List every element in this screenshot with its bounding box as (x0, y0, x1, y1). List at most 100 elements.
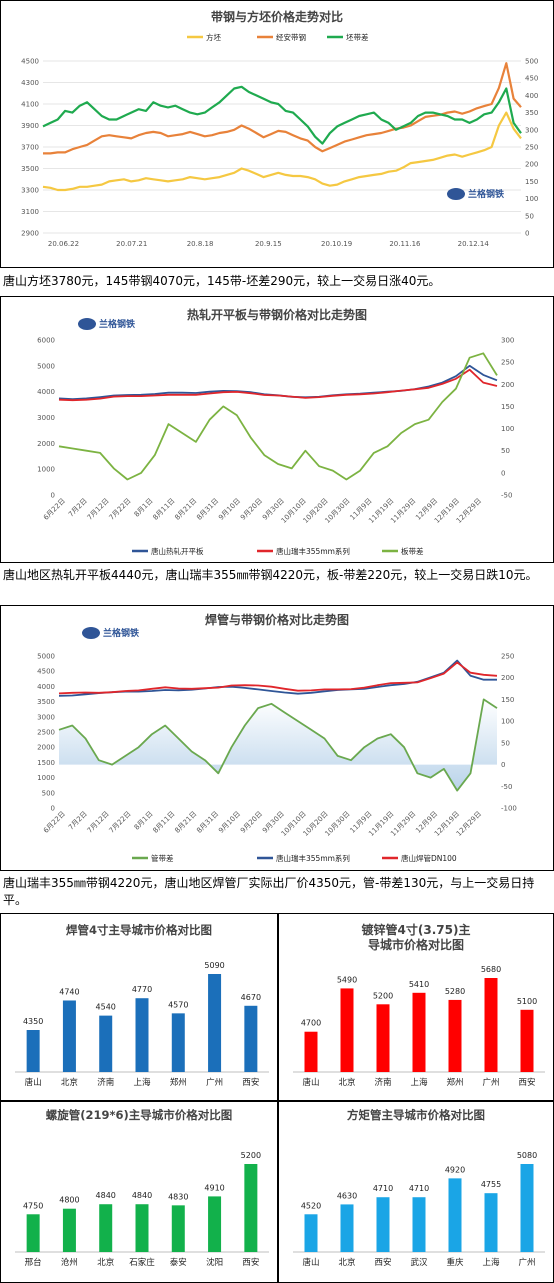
x-tick-label: 8月21日 (173, 497, 198, 522)
bar-value-label: 5080 (517, 1151, 537, 1160)
bar-chart-spiral: 螺旋管(219*6)主导城市价格对比图 4750 邢台 4800 沧州 4840 北京 484… (15, 1108, 269, 1268)
bar-value-label: 4910 (204, 1183, 224, 1192)
y-right-tick-label: 200 (501, 381, 514, 389)
x-tick-label: 7月12日 (86, 810, 111, 835)
legend-label: 唐山瑞丰355mm系列 (276, 853, 350, 863)
bar-panel-welded-4in: 焊管4寸主导城市价格对比图 4350 唐山 4740 北京 4540 济南 4770 上海 457… (0, 913, 278, 1101)
x-tick-label: 7月22日 (108, 497, 133, 522)
bar (376, 1197, 390, 1252)
y-right-tick-label: 300 (501, 337, 514, 345)
bar (484, 978, 498, 1072)
bar-panel-galvanized-4in: 镀锌管4寸(3.75)主导城市价格对比图 4700 唐山 5490 北京 5200 济南 54… (278, 913, 554, 1101)
y-right-tick-label: 200 (525, 161, 538, 169)
bar (208, 1196, 222, 1252)
logo-icon (447, 188, 465, 200)
bar-chart-square: 方矩管主导城市价格对比图 4520 唐山 4630 北京 4710 西安 4710 武汉 4920… (293, 1108, 545, 1268)
bar (171, 1013, 185, 1072)
y-right-tick-label: 300 (525, 126, 538, 134)
bar (340, 1204, 354, 1252)
y-left-tick-label: 6000 (37, 337, 55, 345)
y-left-tick-label: 1500 (37, 759, 55, 767)
bar-value-label: 5410 (409, 980, 429, 989)
bar-value-label: 5490 (337, 975, 357, 984)
category-label: 北京 (61, 1077, 78, 1088)
bar-value-label: 4670 (241, 993, 261, 1002)
chart-panel-strip-billet: 带钢与方坯价格走势对比 2900 3100 3300 3500 3700 3900 4100 4… (0, 0, 554, 268)
chart-title: 焊管4寸主导城市价格对比图 (66, 923, 212, 937)
bar (244, 1164, 258, 1252)
y-right-tick-label: 350 (525, 109, 538, 117)
y-right-tick-label: 150 (501, 403, 514, 411)
y-right-tick-label: -50 (501, 783, 512, 791)
y-left-tick-label: 3000 (37, 414, 55, 422)
x-tick-label: 9月20日 (239, 810, 264, 835)
series-line-2 (58, 352, 498, 481)
legend-label: 唐山热轧开平板 (151, 546, 204, 556)
category-label: 泰安 (170, 1257, 187, 1268)
bar (26, 1214, 40, 1252)
chart-title: 热轧开平板与带钢价格对比走势图 (187, 307, 367, 322)
x-tick-label: 20.11.16 (389, 240, 421, 248)
chart-strip-vs-billet: 带钢与方坯价格走势对比29003100330035003700390041004… (21, 9, 538, 248)
x-tick-label: 20.06.22 (48, 240, 79, 248)
x-tick-label: 6月22日 (42, 810, 67, 835)
category-label: 西安 (242, 1257, 259, 1268)
x-tick-label: 9月10日 (217, 497, 242, 522)
bar (448, 999, 462, 1072)
caption-strip-billet: 唐山方坯3780元，145带钢4070元，145带-坯差290元，较上一交易日涨… (3, 274, 441, 288)
bar-value-label: 5680 (481, 965, 501, 974)
y-right-tick-label: 250 (501, 359, 514, 367)
bar-value-label: 4700 (301, 1019, 321, 1028)
y-right-tick-label: -100 (501, 805, 517, 813)
chart-panel-hot-rolled: 热轧开平板与带钢价格对比走势图 0 1000 2000 3000 4000 5000 6000… (0, 296, 554, 563)
category-label: 上海 (482, 1257, 500, 1268)
y-left-tick-label: 2500 (37, 729, 55, 737)
chart-title: 螺旋管(219*6)主导城市价格对比图 (46, 1108, 233, 1122)
bar (484, 1193, 498, 1252)
x-tick-label: 7月22日 (108, 810, 133, 835)
y-left-tick-label: 5000 (37, 653, 55, 661)
x-tick-label: 8月21日 (173, 810, 198, 835)
category-label: 唐山 (302, 1077, 319, 1088)
x-tick-label: 7月12日 (86, 497, 111, 522)
category-label: 郑州 (446, 1077, 463, 1088)
bar-panel-spiral: 螺旋管(219*6)主导城市价格对比图 4750 邢台 4800 沧州 4840 北京 484… (0, 1101, 278, 1283)
y-right-tick-label: 150 (501, 696, 514, 704)
y-right-tick-label: 450 (525, 75, 538, 83)
bar (26, 1030, 40, 1072)
bar (412, 1197, 426, 1252)
bar-value-label: 4920 (445, 1165, 465, 1174)
y-left-tick-label: 3500 (21, 165, 39, 173)
y-left-tick-label: 4000 (37, 683, 55, 691)
bar-value-label: 4630 (337, 1191, 357, 1200)
caption-welded-pipe: 唐山瑞丰355㎜带钢4220元，唐山地区焊管厂实际出厂价4350元，管-带差13… (3, 876, 535, 907)
category-label: 广州 (206, 1077, 223, 1088)
series-line-2 (42, 85, 522, 145)
y-left-tick-label: 3500 (37, 698, 55, 706)
bar-value-label: 4830 (168, 1192, 188, 1201)
y-right-tick-label: 250 (525, 144, 538, 152)
category-label: 西安 (374, 1257, 391, 1268)
y-left-tick-label: 0 (51, 805, 55, 813)
x-tick-label: 8月31日 (195, 497, 220, 522)
bar-value-label: 4800 (59, 1196, 79, 1205)
y-right-tick-label: 100 (525, 195, 538, 203)
category-label: 武汉 (410, 1257, 428, 1268)
logo-icon (78, 318, 96, 330)
bar-value-label: 5100 (517, 997, 537, 1006)
y-left-tick-label: 3300 (21, 187, 39, 195)
bar (99, 1015, 113, 1072)
bar-value-label: 5200 (373, 991, 393, 1000)
logo-text: 兰格钢铁 (468, 188, 504, 200)
y-right-tick-label: 50 (501, 447, 510, 455)
y-right-tick-label: 100 (501, 718, 514, 726)
category-label: 唐山 (25, 1077, 42, 1088)
y-left-tick-label: 3100 (21, 208, 39, 216)
y-left-tick-label: 2900 (21, 230, 39, 238)
x-tick-label: 8月11日 (151, 810, 176, 835)
legend-label: 坯带差 (346, 32, 369, 42)
x-tick-label: 20.9.15 (255, 240, 282, 248)
logo-text: 兰格钢铁 (103, 627, 139, 639)
legend-label: 唐山焊管DN100 (401, 853, 457, 863)
